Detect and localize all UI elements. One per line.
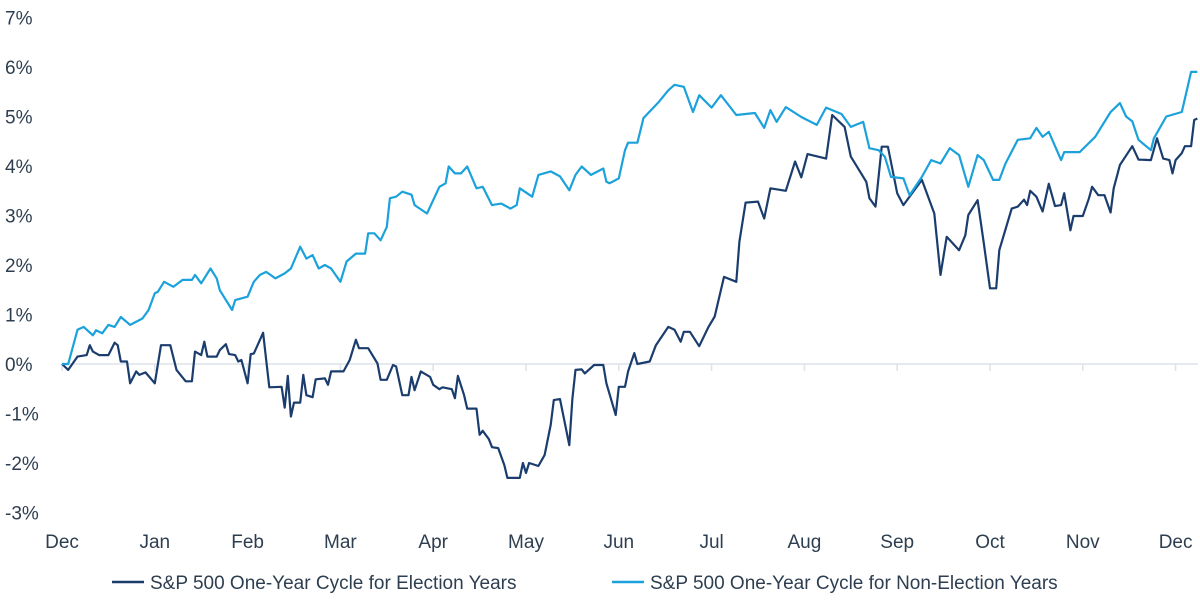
x-tick-label: Jul xyxy=(699,532,723,553)
x-tick-label: Jan xyxy=(139,532,170,553)
y-tick-label: 1% xyxy=(5,306,33,327)
x-axis: Dec Jan Feb Mar Apr May Jun Jul Aug Sep Oct Nov Dec xyxy=(45,363,1198,553)
x-tick-label: Apr xyxy=(418,532,448,553)
y-tick-label: 7% xyxy=(5,9,33,30)
y-tick-label: 2% xyxy=(5,256,33,277)
y-tick-label: -2% xyxy=(5,454,39,475)
x-tick-label: Aug xyxy=(787,532,821,553)
series-line-election xyxy=(61,113,1198,479)
x-tick-label: Mar xyxy=(324,532,357,553)
y-tick-label: 6% xyxy=(5,58,33,79)
legend-label-non-election: S&P 500 One-Year Cycle for Non-Election … xyxy=(650,573,1058,594)
series-line-non-election xyxy=(62,70,1198,366)
plot-lines xyxy=(61,70,1198,479)
y-tick-label: -1% xyxy=(5,405,39,426)
y-tick-label: -3% xyxy=(5,504,39,525)
legend: S&P 500 One-Year Cycle for Election Year… xyxy=(112,573,1058,594)
y-tick-label: 0% xyxy=(5,355,33,376)
x-tick-label: Jun xyxy=(603,532,634,553)
y-tick-label: 5% xyxy=(5,108,33,129)
y-axis: -3% -2% -1% 0% 1% 2% 3% 4% 5% 6% 7% xyxy=(5,9,39,525)
x-tick-label: Feb xyxy=(231,532,264,553)
x-tick-label: Sep xyxy=(880,532,914,553)
x-tick-label: May xyxy=(508,532,544,553)
y-tick-label: 4% xyxy=(5,157,33,178)
x-tick-label: Dec xyxy=(1159,532,1193,553)
x-tick-label: Oct xyxy=(975,532,1005,553)
x-tick-label: Dec xyxy=(45,532,79,553)
y-tick-label: 3% xyxy=(5,207,33,228)
x-tick-label: Nov xyxy=(1066,532,1100,553)
legend-label-election: S&P 500 One-Year Cycle for Election Year… xyxy=(150,573,517,594)
